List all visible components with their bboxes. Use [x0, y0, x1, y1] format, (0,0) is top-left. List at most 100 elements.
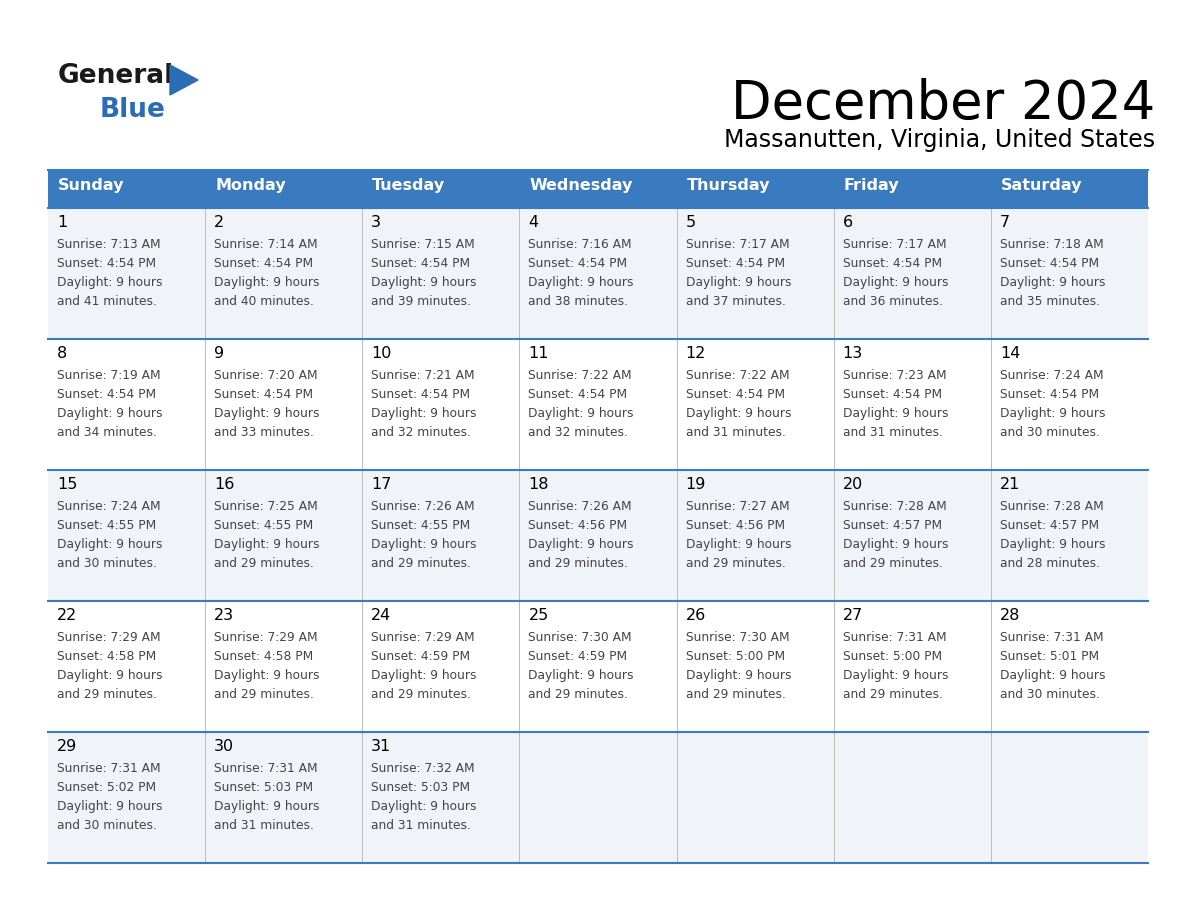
Text: Sunset: 5:01 PM: Sunset: 5:01 PM	[1000, 650, 1099, 663]
Text: Sunset: 4:55 PM: Sunset: 4:55 PM	[57, 519, 157, 532]
Text: Daylight: 9 hours: Daylight: 9 hours	[214, 276, 320, 289]
Text: General: General	[58, 63, 175, 89]
Text: 19: 19	[685, 477, 706, 492]
Text: 4: 4	[529, 215, 538, 230]
Text: and 32 minutes.: and 32 minutes.	[529, 426, 628, 439]
Text: and 29 minutes.: and 29 minutes.	[529, 688, 628, 701]
Text: Sunset: 4:54 PM: Sunset: 4:54 PM	[1000, 257, 1099, 270]
Text: Saturday: Saturday	[1000, 178, 1082, 193]
Text: Sunrise: 7:31 AM: Sunrise: 7:31 AM	[842, 631, 947, 644]
Text: Daylight: 9 hours: Daylight: 9 hours	[842, 669, 948, 682]
Bar	[48, 470, 1148, 601]
Text: Sunrise: 7:25 AM: Sunrise: 7:25 AM	[214, 500, 318, 513]
Text: 25: 25	[529, 608, 549, 623]
Text: Daylight: 9 hours: Daylight: 9 hours	[57, 800, 163, 813]
Text: and 28 minutes.: and 28 minutes.	[1000, 557, 1100, 570]
Text: and 39 minutes.: and 39 minutes.	[372, 295, 472, 308]
Text: Daylight: 9 hours: Daylight: 9 hours	[685, 407, 791, 420]
Text: Sunrise: 7:29 AM: Sunrise: 7:29 AM	[214, 631, 317, 644]
Text: 31: 31	[372, 739, 392, 754]
Text: Sunrise: 7:14 AM: Sunrise: 7:14 AM	[214, 238, 317, 251]
Text: 24: 24	[372, 608, 392, 623]
Text: Daylight: 9 hours: Daylight: 9 hours	[372, 800, 476, 813]
Text: 30: 30	[214, 739, 234, 754]
Text: and 29 minutes.: and 29 minutes.	[214, 557, 314, 570]
Text: Sunrise: 7:18 AM: Sunrise: 7:18 AM	[1000, 238, 1104, 251]
Text: 20: 20	[842, 477, 862, 492]
Text: and 36 minutes.: and 36 minutes.	[842, 295, 942, 308]
Bar	[677, 170, 834, 208]
Text: Daylight: 9 hours: Daylight: 9 hours	[372, 669, 476, 682]
Text: Sunrise: 7:32 AM: Sunrise: 7:32 AM	[372, 762, 475, 775]
Text: Massanutten, Virginia, United States: Massanutten, Virginia, United States	[723, 128, 1155, 152]
Text: Sunset: 4:59 PM: Sunset: 4:59 PM	[529, 650, 627, 663]
Text: Sunset: 4:55 PM: Sunset: 4:55 PM	[372, 519, 470, 532]
Text: Sunset: 4:54 PM: Sunset: 4:54 PM	[214, 257, 314, 270]
Text: Sunset: 4:54 PM: Sunset: 4:54 PM	[57, 388, 156, 401]
Text: 6: 6	[842, 215, 853, 230]
Text: and 30 minutes.: and 30 minutes.	[1000, 426, 1100, 439]
Text: and 31 minutes.: and 31 minutes.	[842, 426, 942, 439]
Text: Daylight: 9 hours: Daylight: 9 hours	[529, 276, 634, 289]
Bar	[48, 732, 1148, 863]
Text: Daylight: 9 hours: Daylight: 9 hours	[372, 276, 476, 289]
Text: Sunset: 4:55 PM: Sunset: 4:55 PM	[214, 519, 314, 532]
Text: and 29 minutes.: and 29 minutes.	[685, 557, 785, 570]
Text: Sunrise: 7:26 AM: Sunrise: 7:26 AM	[529, 500, 632, 513]
Text: and 29 minutes.: and 29 minutes.	[214, 688, 314, 701]
Text: Sunset: 4:54 PM: Sunset: 4:54 PM	[372, 388, 470, 401]
Text: Daylight: 9 hours: Daylight: 9 hours	[529, 669, 634, 682]
Text: Sunset: 5:03 PM: Sunset: 5:03 PM	[372, 781, 470, 794]
Text: Sunset: 4:54 PM: Sunset: 4:54 PM	[685, 257, 785, 270]
Text: 11: 11	[529, 346, 549, 361]
Text: and 29 minutes.: and 29 minutes.	[372, 688, 472, 701]
Text: Sunset: 4:58 PM: Sunset: 4:58 PM	[214, 650, 314, 663]
Text: Sunset: 4:54 PM: Sunset: 4:54 PM	[1000, 388, 1099, 401]
Text: and 29 minutes.: and 29 minutes.	[57, 688, 157, 701]
Text: 2: 2	[214, 215, 225, 230]
Text: 18: 18	[529, 477, 549, 492]
Text: Sunrise: 7:28 AM: Sunrise: 7:28 AM	[842, 500, 947, 513]
Text: Sunrise: 7:22 AM: Sunrise: 7:22 AM	[529, 369, 632, 382]
Text: Sunrise: 7:21 AM: Sunrise: 7:21 AM	[372, 369, 475, 382]
Text: Daylight: 9 hours: Daylight: 9 hours	[1000, 276, 1105, 289]
Text: Daylight: 9 hours: Daylight: 9 hours	[1000, 669, 1105, 682]
Text: Sunset: 4:58 PM: Sunset: 4:58 PM	[57, 650, 157, 663]
Text: Sunset: 4:56 PM: Sunset: 4:56 PM	[685, 519, 785, 532]
Text: 3: 3	[372, 215, 381, 230]
Text: Sunrise: 7:15 AM: Sunrise: 7:15 AM	[372, 238, 475, 251]
Text: Sunrise: 7:28 AM: Sunrise: 7:28 AM	[1000, 500, 1104, 513]
Text: and 34 minutes.: and 34 minutes.	[57, 426, 157, 439]
Bar	[834, 170, 991, 208]
Text: Daylight: 9 hours: Daylight: 9 hours	[685, 276, 791, 289]
Bar	[48, 208, 1148, 339]
Text: Sunrise: 7:19 AM: Sunrise: 7:19 AM	[57, 369, 160, 382]
Text: 21: 21	[1000, 477, 1020, 492]
Bar	[48, 601, 1148, 732]
Text: Daylight: 9 hours: Daylight: 9 hours	[372, 538, 476, 551]
Text: 13: 13	[842, 346, 862, 361]
Text: Sunset: 5:00 PM: Sunset: 5:00 PM	[842, 650, 942, 663]
Text: Daylight: 9 hours: Daylight: 9 hours	[214, 407, 320, 420]
Text: 28: 28	[1000, 608, 1020, 623]
Text: and 33 minutes.: and 33 minutes.	[214, 426, 314, 439]
Text: Sunrise: 7:24 AM: Sunrise: 7:24 AM	[1000, 369, 1104, 382]
Text: Sunrise: 7:22 AM: Sunrise: 7:22 AM	[685, 369, 789, 382]
Text: 10: 10	[372, 346, 392, 361]
Text: Thursday: Thursday	[687, 178, 770, 193]
Text: Daylight: 9 hours: Daylight: 9 hours	[57, 407, 163, 420]
Text: Daylight: 9 hours: Daylight: 9 hours	[57, 276, 163, 289]
Text: Sunset: 4:57 PM: Sunset: 4:57 PM	[842, 519, 942, 532]
Text: Sunset: 4:54 PM: Sunset: 4:54 PM	[57, 257, 156, 270]
Text: and 30 minutes.: and 30 minutes.	[57, 557, 157, 570]
Text: 16: 16	[214, 477, 234, 492]
Text: Sunset: 4:54 PM: Sunset: 4:54 PM	[372, 257, 470, 270]
Text: Sunday: Sunday	[58, 178, 125, 193]
Text: Sunrise: 7:27 AM: Sunrise: 7:27 AM	[685, 500, 789, 513]
Text: and 31 minutes.: and 31 minutes.	[372, 819, 472, 832]
Text: Daylight: 9 hours: Daylight: 9 hours	[685, 669, 791, 682]
Text: and 40 minutes.: and 40 minutes.	[214, 295, 314, 308]
Text: Daylight: 9 hours: Daylight: 9 hours	[842, 407, 948, 420]
Text: and 29 minutes.: and 29 minutes.	[372, 557, 472, 570]
Text: and 31 minutes.: and 31 minutes.	[685, 426, 785, 439]
